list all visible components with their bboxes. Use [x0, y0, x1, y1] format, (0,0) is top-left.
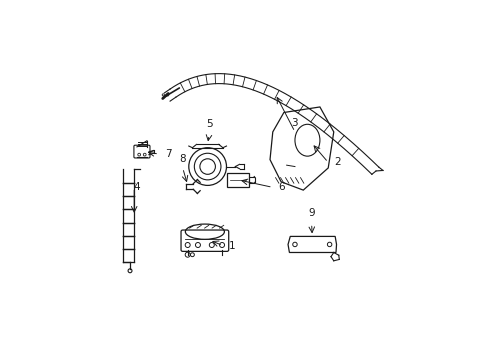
Text: 4: 4 — [133, 183, 140, 192]
Text: 9: 9 — [307, 208, 314, 218]
Text: 2: 2 — [333, 157, 340, 167]
Text: 1: 1 — [228, 240, 235, 251]
Text: 6: 6 — [278, 183, 285, 192]
Text: 8: 8 — [179, 154, 185, 164]
Text: 5: 5 — [205, 119, 212, 129]
Bar — [226, 173, 249, 186]
Text: 3: 3 — [291, 118, 298, 128]
Text: 7: 7 — [164, 149, 171, 159]
